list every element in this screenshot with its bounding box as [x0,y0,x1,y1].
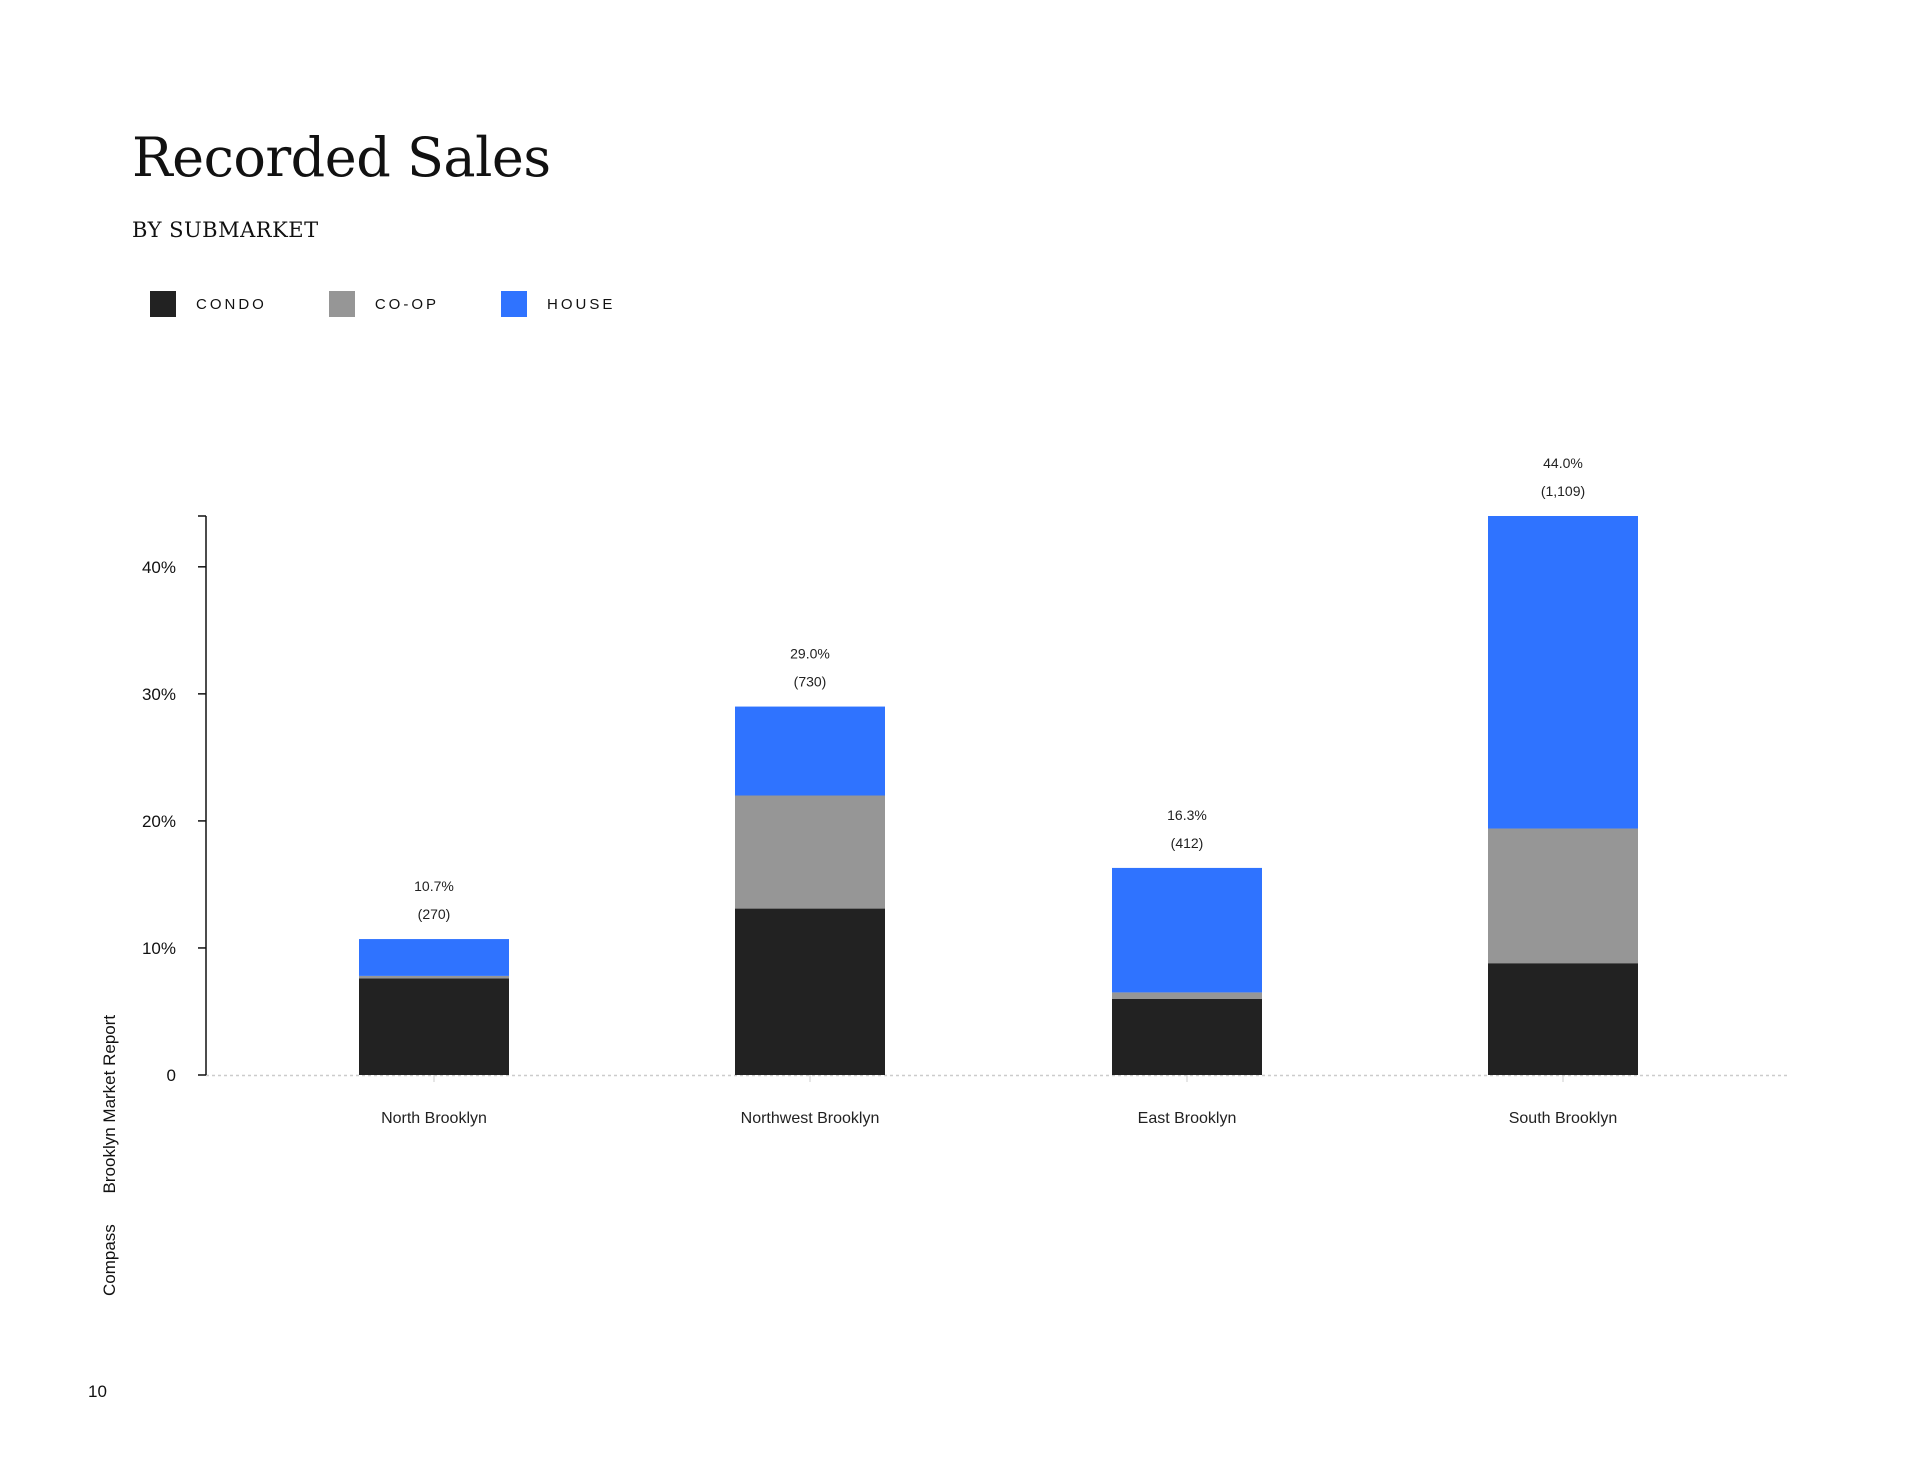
chart-legend: CONDO CO-OP HOUSE [150,291,677,317]
legend-swatch-condo [150,291,176,317]
bar-segment-coop [359,975,509,979]
y-tick-label: 30% [142,685,176,704]
bar-segment-condo [359,978,509,1075]
bar-total-percent: 44.0% [1543,455,1583,471]
bar-segment-condo [1112,998,1262,1075]
page-subtitle: BY SUBMARKET [132,218,319,242]
y-tick-label: 10% [142,939,176,958]
y-tick-label: 40% [142,558,176,577]
bar-total-count: (1,109) [1541,483,1585,499]
bar-total-percent: 16.3% [1167,807,1207,823]
legend-item-coop: CO-OP [328,291,440,317]
bar-total-count: (412) [1171,835,1204,851]
brand-label: Compass [100,1224,119,1296]
x-category-label: North Brooklyn [381,1110,487,1127]
legend-label-coop: CO-OP [374,295,440,313]
bar-total-percent: 29.0% [790,646,830,662]
page-number: 10 [88,1382,107,1401]
bar-segment-house [359,939,509,976]
page-title: Recorded Sales [132,126,551,189]
bar-segment-coop [735,795,885,909]
legend-label-house: HOUSE [547,295,616,313]
bar-segment-coop [1112,992,1262,999]
x-category-label: East Brooklyn [1138,1110,1237,1127]
legend-swatch-coop [328,291,355,317]
bar-segment-house [1112,867,1262,993]
bar-segment-condo [1488,963,1638,1075]
bar-segment-condo [735,908,885,1075]
legend-item-condo: CONDO [150,291,267,317]
bar-total-percent: 10.7% [414,878,454,894]
y-tick-label: 20% [142,812,176,831]
bar-total-count: (270) [418,906,451,922]
bar-segment-coop [1488,828,1638,964]
report-label: Brooklyn Market Report [100,1014,119,1194]
side-label: Compass Brooklyn Market Report [100,1015,120,1296]
bar-segment-house [735,706,885,796]
legend-label-condo: CONDO [196,295,267,313]
bar-segment-house [1488,516,1638,829]
x-category-label: Northwest Brooklyn [741,1110,880,1127]
x-category-label: South Brooklyn [1509,1110,1618,1127]
legend-item-house: HOUSE [501,291,615,317]
legend-swatch-house [501,291,528,317]
y-tick-label: 0 [167,1066,176,1085]
bar-total-count: (730) [794,674,827,690]
